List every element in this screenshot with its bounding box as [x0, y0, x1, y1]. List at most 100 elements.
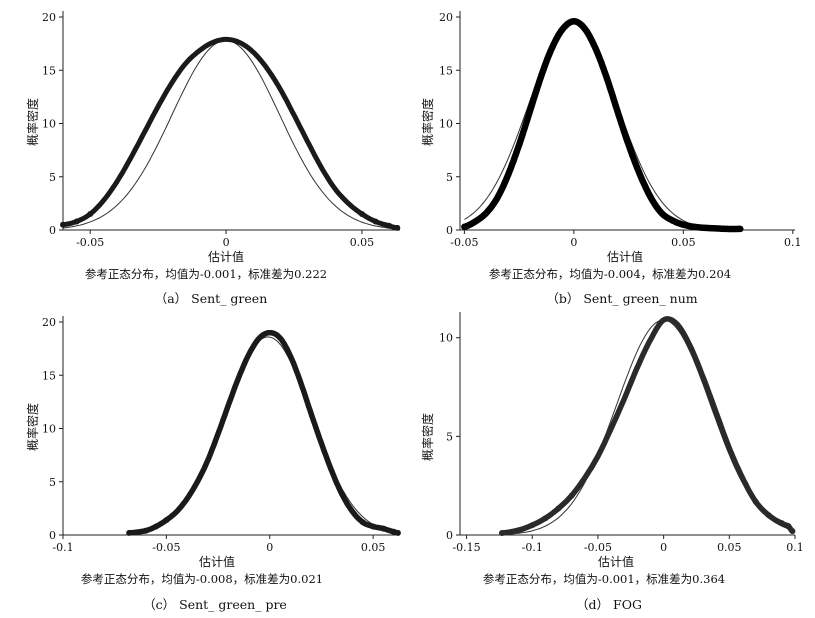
panel-a-ytick-label: 0	[49, 224, 56, 237]
panel-a-xtick-label: -0.05	[76, 236, 104, 249]
panel-b-density-line	[461, 18, 744, 233]
panel-b-point	[669, 217, 676, 224]
panel-b-point	[724, 225, 731, 232]
panel-d-xtick-label: -0.15	[452, 541, 480, 554]
panel-d-xtick-label: -0.05	[584, 541, 612, 554]
panel-c-ytick-label: 5	[49, 476, 56, 489]
panel-d-ytick-label: 5	[446, 430, 453, 443]
panel-b-ytick-label: 10	[439, 118, 453, 131]
panel-c-ytick-label: 15	[42, 369, 56, 382]
panel-d-density-line	[499, 316, 796, 536]
panel-b-point	[658, 210, 665, 216]
panel-d-point	[568, 492, 575, 499]
panel-d-xlabel: 估计值	[598, 554, 634, 569]
panel-d-point	[499, 530, 505, 536]
panel-a-point	[73, 218, 80, 225]
panel-d-point	[785, 523, 792, 530]
panel-b-xtick-label: -0.05	[450, 236, 478, 249]
panel-a-xtick-label: 0.05	[350, 236, 375, 249]
panel-d-xtick-label: -0.1	[522, 541, 543, 554]
panel-b-ytick-label: 5	[446, 171, 453, 184]
panel-b-point	[691, 223, 698, 230]
panel-b-ylabel: 概率密度	[420, 98, 435, 146]
panel-d-point	[789, 528, 796, 535]
panel-d-point	[555, 505, 562, 512]
panel-c-point	[163, 517, 170, 524]
panel-a-ylabel: 概率密度	[25, 98, 40, 146]
panel-a-point	[60, 221, 66, 228]
panel-b-point	[461, 223, 468, 230]
panel-d-xtick-label: 0	[660, 541, 667, 554]
panel-c-ylabel: 概率密度	[25, 403, 40, 451]
panel-b-point	[702, 224, 709, 231]
panel-a-point	[394, 224, 401, 231]
panel-c-caption: （c） Sent_ green_ pre	[143, 597, 287, 612]
panel-b-ytick-label: 0	[446, 224, 453, 237]
panel-d-ytick-label: 0	[446, 529, 453, 542]
panel-a-density-line	[60, 36, 400, 231]
panel-b-caption: （b） Sent_ green_ num	[546, 291, 697, 306]
panel-d: 0 5 10 -0.15 -0.1 -0.05 0 0.05 0.1 概率密度 估计值 参考正态…	[420, 312, 804, 612]
panel-a-note: 参考正态分布，均值为-0.001，标准差为0.222	[85, 267, 327, 281]
panel-d-point	[529, 522, 536, 529]
panel-c-xtick-label: -0.05	[152, 541, 180, 554]
panel-c: 0 5 10 15 20 -0.1 -0.05 0 0.05 概率密度 估计值 参考正态分布，均…	[25, 316, 401, 612]
panel-c-point	[359, 519, 366, 526]
panel-d-note: 参考正态分布，均值为-0.001，标准差为0.364	[483, 572, 725, 586]
panel-d-ylabel: 概率密度	[420, 413, 435, 461]
panel-c-ytick-label: 10	[42, 423, 56, 436]
panel-a-xlabel: 估计值	[208, 249, 244, 264]
panel-c-xtick-label: -0.1	[52, 541, 73, 554]
panel-d-point	[765, 512, 772, 519]
panel-c-point	[380, 525, 387, 532]
panel-b-xtick-label: 0	[570, 236, 577, 249]
panel-b-note: 参考正态分布，均值为-0.004，标准差为0.204	[489, 267, 731, 281]
panel-c-xlabel: 估计值	[199, 554, 235, 569]
panel-c-density-line	[126, 329, 401, 536]
panel-a-ytick-label: 5	[49, 171, 56, 184]
panel-c-point	[370, 523, 377, 530]
panel-a-point	[386, 222, 393, 229]
panel-a-xtick-label: 0	[223, 236, 230, 249]
panel-d-caption: （d） FOG	[576, 597, 642, 612]
panel-a-point	[87, 211, 94, 217]
panel-a-ytick-label: 20	[42, 11, 56, 24]
panel-d-point	[778, 520, 785, 527]
panel-a-ytick-label: 10	[42, 118, 56, 131]
panel-a-ytick-label: 15	[42, 64, 56, 77]
panel-c-xtick-label: 0	[266, 541, 273, 554]
panel-d-xtick-label: 0.05	[717, 541, 742, 554]
panel-c-point	[142, 527, 149, 534]
panel-c-reference-normal-line	[129, 336, 398, 535]
panel-b-point	[713, 225, 720, 232]
panel-b-xtick-label: 0.1	[784, 236, 802, 249]
panel-c-point	[394, 529, 401, 536]
panel-c-plot: 0 5 10 15 20 -0.1 -0.05 0 0.05	[42, 316, 401, 554]
panel-d-point	[516, 527, 523, 534]
panel-c-xtick-label: 0.05	[361, 541, 386, 554]
panel-b-reference-normal-line	[464, 22, 741, 231]
panel-c-ytick-label: 20	[42, 316, 56, 329]
panel-b-point	[472, 218, 479, 225]
panel-b-xtick-label: 0.05	[671, 236, 696, 249]
panel-b-point	[483, 210, 490, 216]
panel-b-ytick-label: 15	[439, 64, 453, 77]
panel-c-note: 参考正态分布，均值为-0.008，标准差为0.021	[81, 572, 323, 586]
panel-c-ytick-label: 0	[49, 529, 56, 542]
panel-d-xtick-label: 0.1	[786, 541, 804, 554]
panel-d-plot: 0 5 10 -0.15 -0.1 -0.05 0 0.05 0.1	[439, 312, 804, 554]
panel-b-ytick-label: 20	[439, 11, 453, 24]
panel-a-point	[359, 211, 365, 217]
panel-b-xlabel: 估计值	[607, 249, 643, 264]
panel-b-point	[737, 225, 744, 232]
panel-a-caption: （a） Sent_ green	[155, 291, 268, 306]
panel-d-point	[542, 515, 549, 522]
panel-a-point	[372, 218, 379, 225]
panel-c-point	[126, 529, 133, 536]
panel-a: 0 5 10 15 20 -0.05 0 0.05 概率密度 估计值 参考正态分布，均值为-0…	[25, 11, 401, 306]
panel-c-point	[153, 523, 159, 530]
panel-a-plot: 0 5 10 15 20 -0.05 0 0.05	[42, 11, 401, 249]
